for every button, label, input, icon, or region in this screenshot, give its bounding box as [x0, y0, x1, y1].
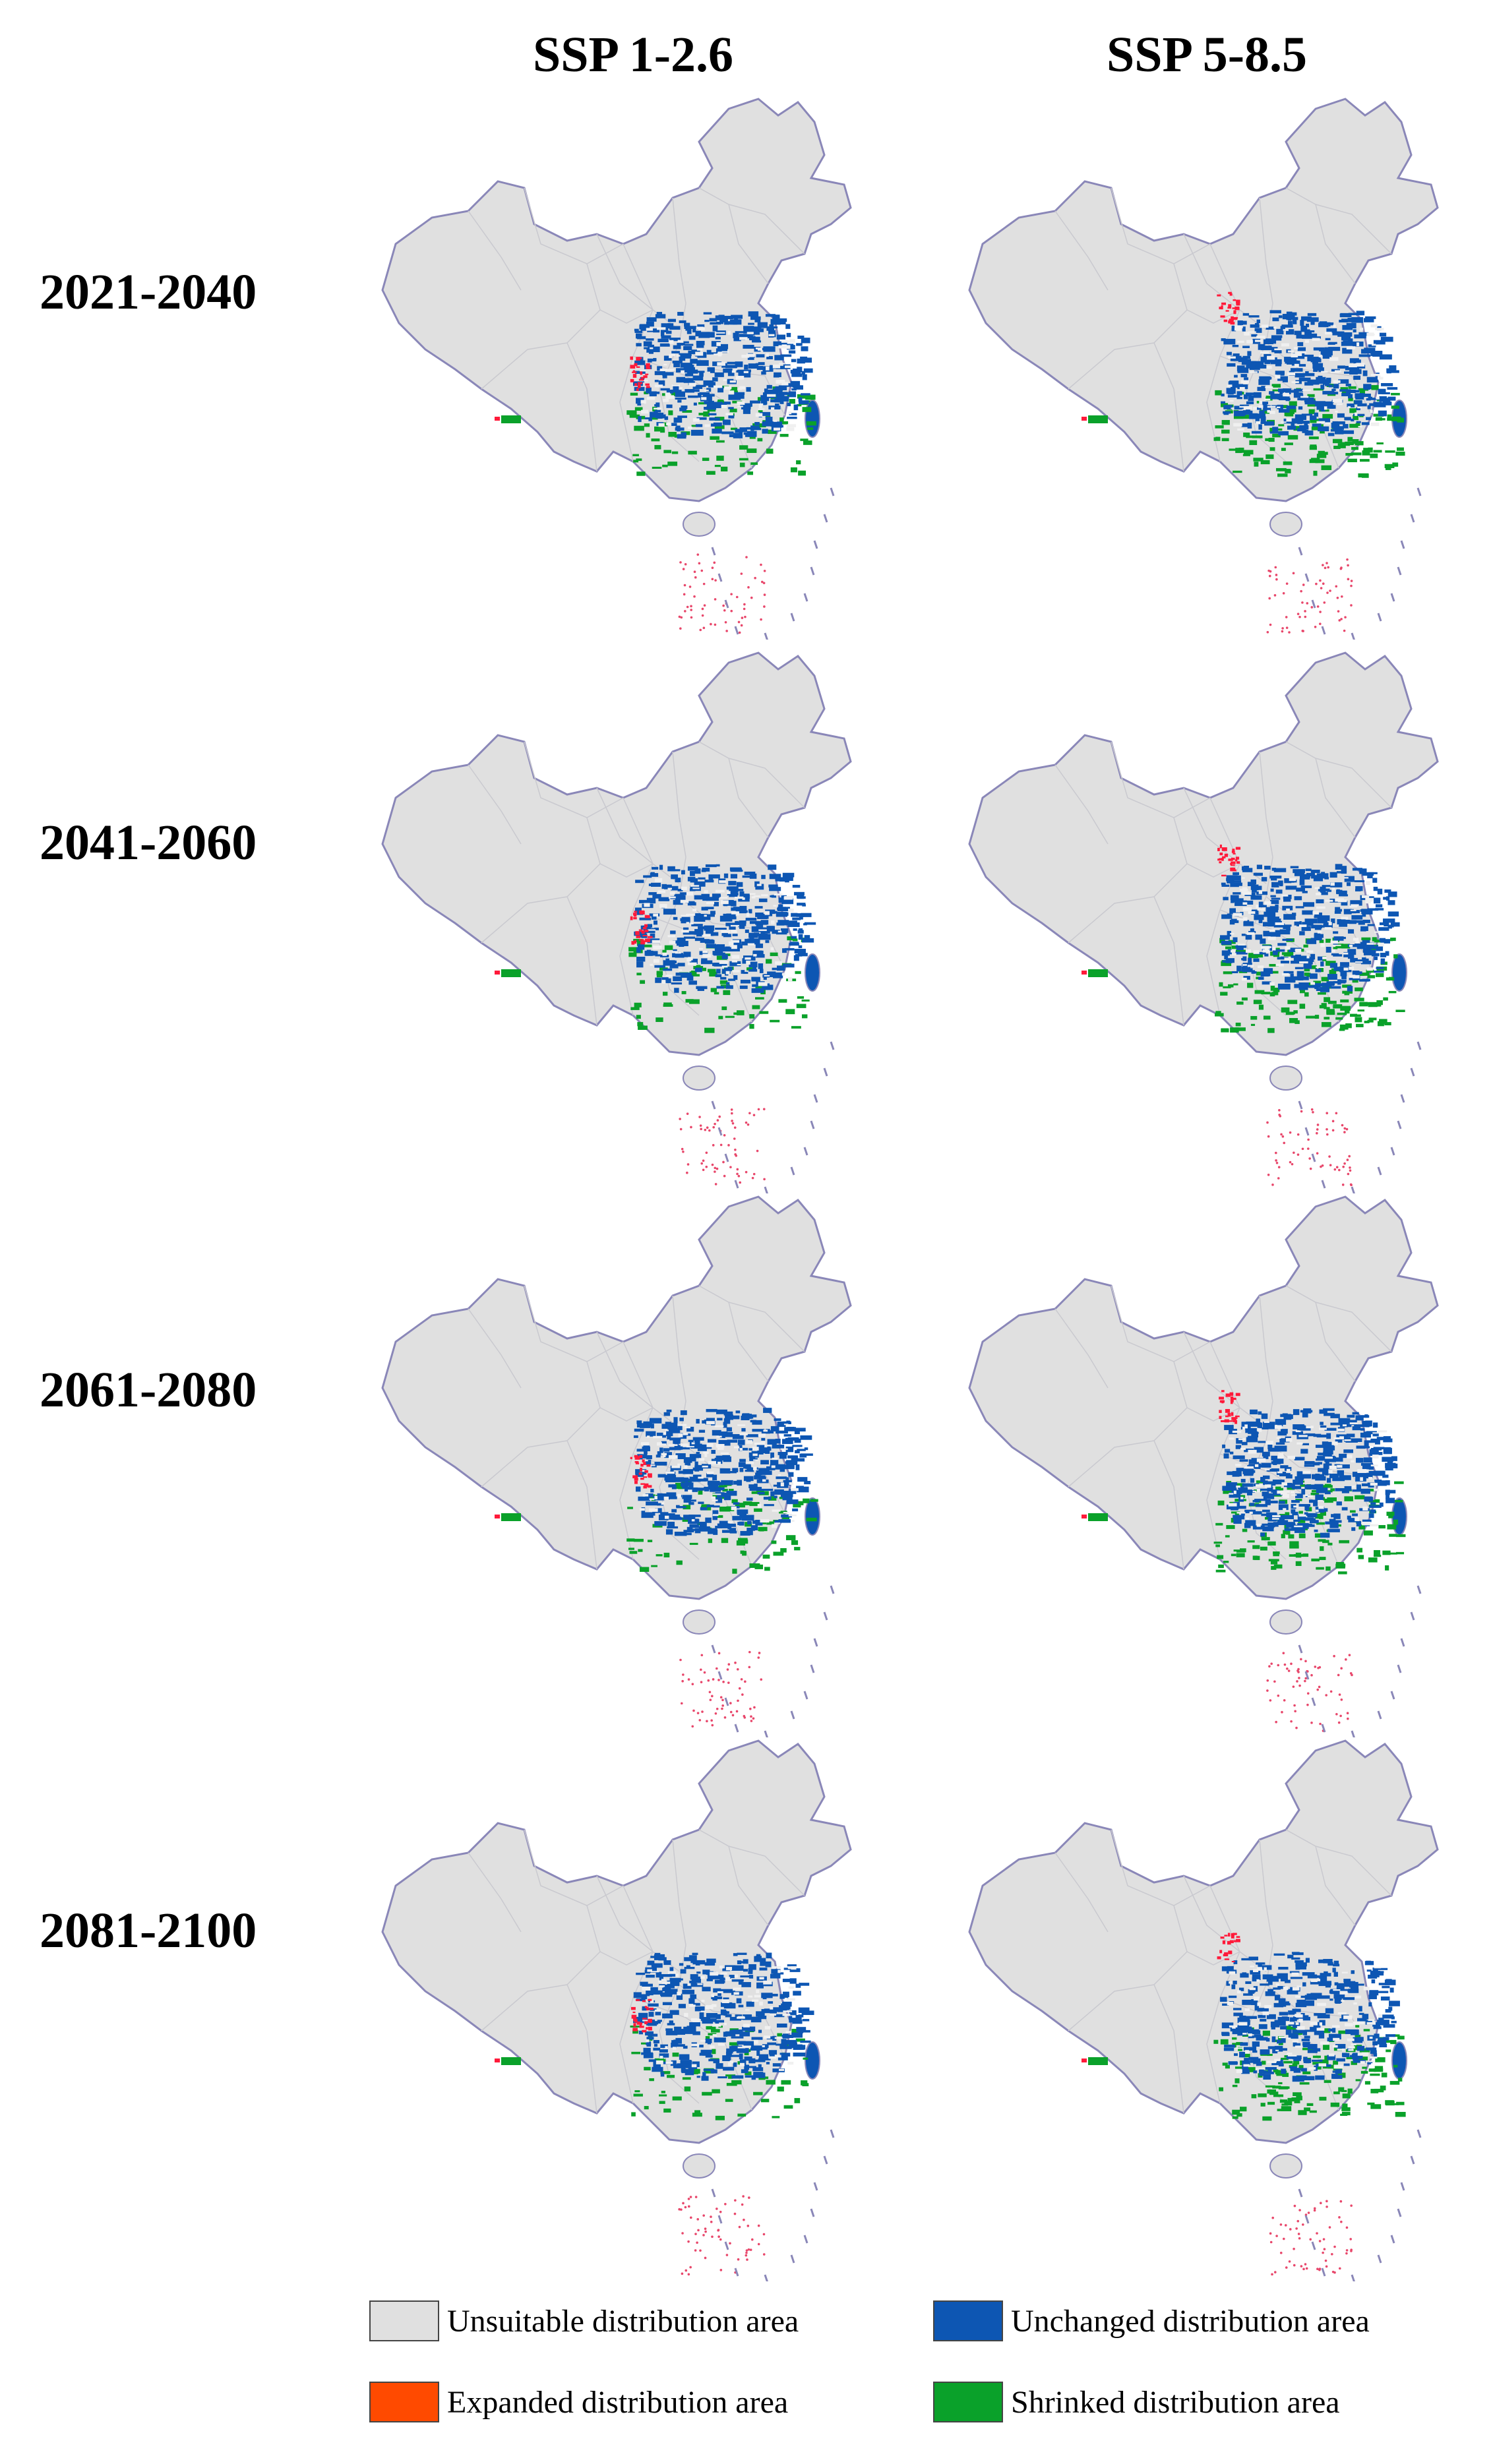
distribution-layer — [1082, 1390, 1422, 1737]
distribution-layer — [1082, 1933, 1422, 2281]
china-map-svg — [381, 98, 852, 640]
legend-swatch-unsuitable — [369, 2300, 439, 2341]
country-outline — [381, 1739, 852, 2144]
legend-swatch-shrinked — [933, 2382, 1003, 2422]
column-header-ssp585: SSP 5-8.5 — [1106, 27, 1308, 82]
country-outline — [968, 651, 1439, 1056]
legend-unsuitable: Unsuitable distribution area — [369, 2298, 799, 2344]
map-2021-2040-ssp126 — [369, 92, 870, 640]
map-2041-2060-ssp126 — [369, 646, 870, 1193]
row-label-2041-2060: 2041-2060 — [40, 815, 257, 870]
row-label-2061-2080: 2061-2080 — [40, 1362, 257, 1418]
distribution-layer — [1082, 291, 1422, 640]
legend-label-unchanged: Unchanged distribution area — [1011, 2303, 1370, 2339]
country-outline — [381, 1195, 852, 1600]
legend-swatch-unchanged — [933, 2300, 1003, 2341]
country-outline — [968, 98, 1439, 502]
china-map-svg — [968, 1739, 1439, 2281]
distribution-layer — [495, 311, 835, 640]
legend-expanded: Expanded distribution area — [369, 2379, 788, 2425]
country-outline — [381, 98, 852, 502]
distribution-layer — [495, 864, 835, 1193]
legend-swatch-expanded — [369, 2382, 439, 2422]
china-map-svg — [968, 98, 1439, 640]
map-2061-2080-ssp585 — [956, 1190, 1457, 1737]
column-header-ssp126: SSP 1-2.6 — [532, 27, 734, 82]
row-label-2081-2100: 2081-2100 — [40, 1903, 257, 1958]
map-2041-2060-ssp585 — [956, 646, 1457, 1193]
china-map-svg — [381, 1195, 852, 1737]
country-outline — [381, 651, 852, 1056]
distribution-layer — [1082, 844, 1422, 1193]
legend-unchanged: Unchanged distribution area — [933, 2298, 1370, 2344]
map-2081-2100-ssp585 — [956, 1734, 1457, 2281]
row-label-2021-2040: 2021-2040 — [40, 264, 257, 320]
china-map-svg — [968, 1195, 1439, 1737]
distribution-layer — [495, 1408, 835, 1737]
map-2081-2100-ssp126 — [369, 1734, 870, 2281]
distribution-layer — [495, 1952, 835, 2281]
legend-shrinked: Shrinked distribution area — [933, 2379, 1340, 2425]
china-map-svg — [968, 651, 1439, 1193]
china-map-svg — [381, 651, 852, 1193]
map-2021-2040-ssp585 — [956, 92, 1457, 640]
china-map-svg — [381, 1739, 852, 2281]
map-2061-2080-ssp126 — [369, 1190, 870, 1737]
country-outline — [968, 1195, 1439, 1600]
legend-label-shrinked: Shrinked distribution area — [1011, 2384, 1340, 2420]
legend-label-unsuitable: Unsuitable distribution area — [447, 2303, 799, 2339]
legend-label-expanded: Expanded distribution area — [447, 2384, 789, 2420]
